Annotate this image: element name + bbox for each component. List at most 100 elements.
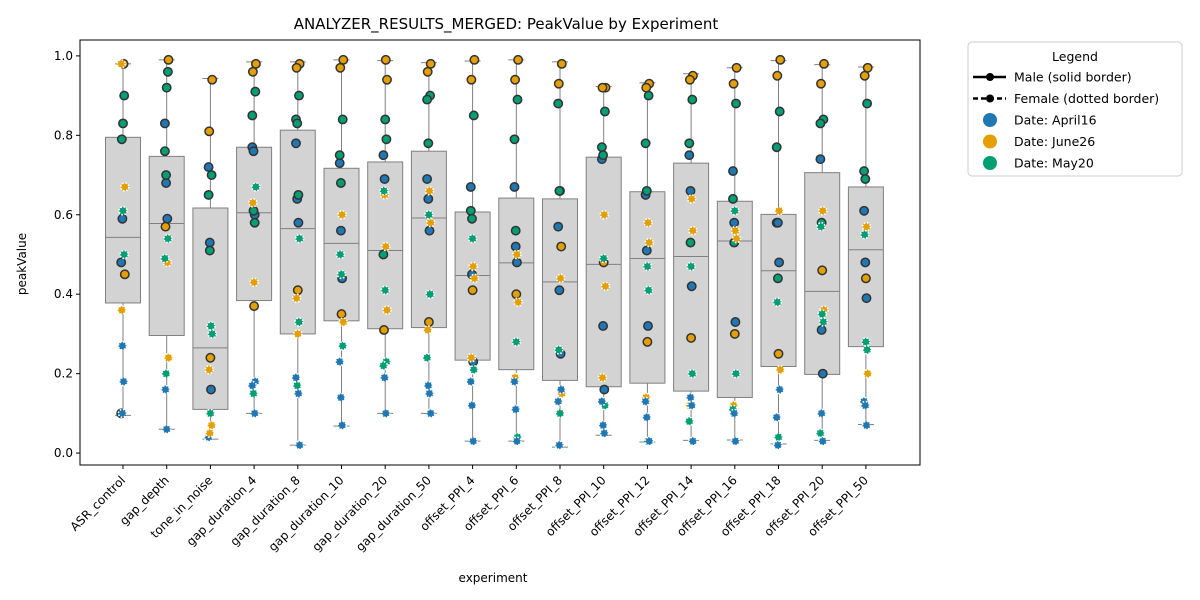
data-point-male [775, 54, 786, 65]
data-point-female [163, 352, 174, 363]
data-point-female [337, 420, 347, 431]
data-point-female [644, 436, 655, 446]
data-point-male [684, 74, 695, 85]
data-point-male [598, 321, 609, 331]
data-point-male [335, 225, 346, 236]
x-tick-label: gap_duration_10 [266, 473, 347, 554]
data-point-male [772, 273, 783, 284]
data-point-male [337, 114, 348, 125]
points-gap_duration_8 [291, 58, 305, 450]
data-point-male [554, 285, 565, 296]
data-point-male [859, 205, 870, 216]
data-point-male [118, 118, 128, 129]
legend-marker-color [983, 156, 997, 170]
legend-frame [967, 41, 1183, 177]
data-point-male [206, 170, 217, 180]
data-point-male [422, 66, 433, 77]
y-tick-label: 0.0 [54, 446, 73, 460]
data-point-male [862, 62, 873, 73]
data-point-female [686, 261, 696, 272]
points-gap_depth [159, 54, 174, 435]
data-point-male [424, 225, 435, 236]
data-point-male [641, 245, 652, 256]
data-point-male [159, 146, 170, 157]
data-point-female [379, 372, 390, 383]
data-point-female [160, 384, 171, 395]
data-point-male [248, 146, 259, 157]
data-point-male [730, 317, 741, 327]
data-point-female [688, 225, 698, 236]
data-point-male [117, 213, 128, 224]
y-tick-label: 0.4 [54, 287, 73, 301]
data-point-female [469, 273, 480, 284]
box-iqr [585, 156, 622, 388]
y-tick-label: 0.8 [54, 128, 73, 142]
legend-marker-color [983, 134, 997, 149]
data-point-female [292, 380, 303, 391]
legend-marker-color [983, 113, 997, 127]
data-point-female [335, 249, 346, 260]
data-point-male [862, 98, 873, 109]
data-point-male [729, 217, 740, 228]
data-point-male [728, 193, 738, 204]
data-point-female [468, 261, 479, 272]
legend-entry-June26: Date: June26 [983, 134, 1095, 149]
data-point-male [378, 150, 389, 161]
data-point-male [640, 138, 651, 149]
data-point-male [465, 182, 476, 192]
data-point-male [860, 257, 871, 268]
data-point-male [378, 249, 389, 260]
data-point-female [512, 436, 522, 446]
data-point-female [774, 384, 785, 395]
data-point-female [640, 396, 651, 407]
data-point-male [203, 162, 214, 173]
data-point-female [205, 428, 215, 439]
data-point-female [467, 233, 478, 244]
data-point-female [336, 269, 347, 280]
data-point-male [556, 58, 567, 69]
data-point-male [685, 237, 696, 248]
data-point-female [379, 186, 389, 196]
data-point-male [512, 94, 523, 105]
data-point-female [334, 356, 345, 367]
x-axis-label: experiment [459, 571, 528, 585]
data-point-male [509, 182, 520, 192]
data-point-female [294, 440, 305, 450]
data-point-male [291, 62, 302, 73]
data-point-female [465, 376, 476, 387]
data-point-female [816, 221, 826, 232]
data-point-male [162, 66, 173, 77]
data-point-female [467, 400, 477, 411]
box-iqr [279, 129, 316, 335]
points-ASR_control [116, 58, 130, 419]
data-point-female [204, 364, 214, 375]
data-point-male [553, 221, 564, 232]
data-point-male [293, 189, 304, 200]
data-point-female [513, 297, 523, 307]
data-point-male [817, 368, 828, 379]
data-point-male [468, 110, 479, 121]
data-point-male [816, 325, 827, 335]
points-gap_duration_4 [247, 58, 261, 419]
data-point-female [424, 388, 435, 399]
plot-area [79, 39, 921, 466]
data-point-female [859, 229, 870, 240]
data-point-female [773, 440, 783, 450]
legend-entry-solid: Male (solid border) [973, 70, 1132, 85]
data-point-female [686, 194, 697, 204]
data-point-female [684, 416, 695, 427]
data-point-female [730, 225, 741, 236]
data-point-male [291, 138, 301, 149]
data-point-male [509, 134, 520, 145]
box-gap_duration_10 [323, 59, 360, 427]
data-point-female [160, 253, 170, 264]
data-point-female [292, 329, 303, 339]
data-point-female [425, 289, 435, 300]
data-point-male [510, 74, 521, 85]
data-point-female [774, 205, 784, 216]
legend-entry-label: Date: April16 [1014, 113, 1097, 128]
data-point-male [641, 185, 652, 196]
data-point-female [205, 408, 216, 419]
data-point-male [335, 178, 346, 188]
data-point-female [817, 309, 828, 319]
